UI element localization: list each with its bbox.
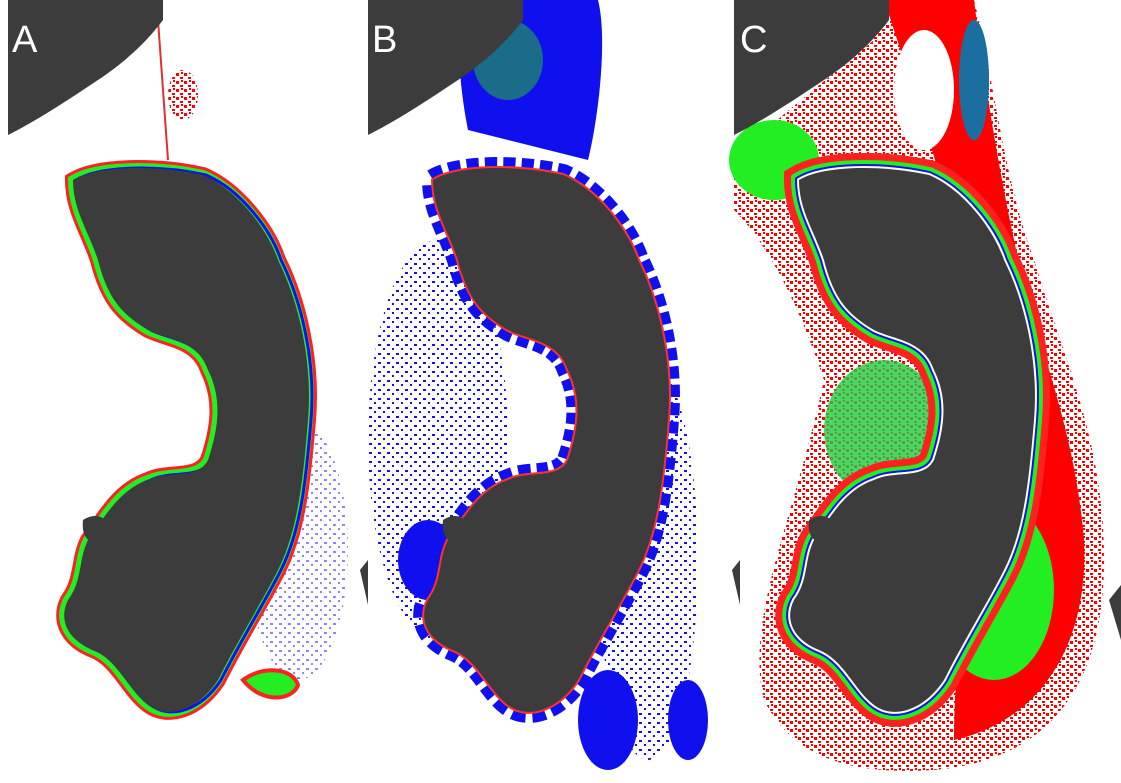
panel-c: C: [729, 0, 1121, 783]
figure: A B C: [0, 0, 1121, 783]
panel-a: A: [8, 0, 360, 783]
panel-b: B: [360, 0, 728, 783]
panel-label: C: [740, 19, 767, 61]
panel-label: B: [372, 19, 397, 61]
panel-label: A: [12, 19, 38, 61]
